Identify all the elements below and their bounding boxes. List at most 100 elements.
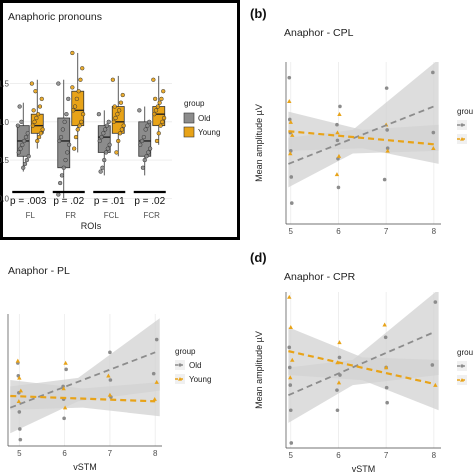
- legend-key-young-point: [460, 137, 464, 141]
- p-value-label: p = .02: [134, 196, 165, 207]
- data-point-young: [385, 148, 390, 153]
- data-point-young: [383, 365, 389, 370]
- data-point-old: [335, 388, 339, 392]
- data-point-young: [15, 358, 21, 363]
- data-point: [36, 112, 41, 117]
- data-point: [73, 134, 79, 140]
- data-point-young: [287, 98, 292, 103]
- data-point-old: [62, 416, 66, 421]
- chart-title: Anaphor - PL: [8, 265, 70, 277]
- data-point: [157, 100, 162, 105]
- data-point: [121, 123, 126, 128]
- data-point: [58, 180, 63, 186]
- data-point: [19, 119, 24, 124]
- data-point: [99, 134, 104, 140]
- confidence-band-old: [288, 292, 439, 423]
- data-point: [158, 123, 163, 128]
- data-point: [37, 104, 43, 109]
- data-point: [58, 134, 64, 140]
- fit-line-young: [288, 350, 435, 385]
- data-point: [74, 96, 79, 102]
- data-point-old: [288, 383, 293, 387]
- data-point: [21, 165, 26, 170]
- data-point: [76, 89, 81, 94]
- legend-title: grou: [457, 348, 473, 357]
- data-point: [23, 134, 29, 140]
- data-point-young: [16, 399, 22, 404]
- x-tick-label: FCR: [144, 211, 161, 220]
- data-point: [33, 89, 38, 94]
- data-point-young: [288, 119, 293, 124]
- data-point: [107, 142, 112, 147]
- x-tick-label: FCL: [104, 211, 120, 220]
- data-point-young: [334, 172, 340, 177]
- data-point: [96, 112, 101, 117]
- data-point-old: [289, 175, 294, 179]
- data-point-old: [382, 177, 387, 182]
- data-point-old: [430, 363, 435, 367]
- data-point: [64, 112, 69, 117]
- fit-line-old: [9, 351, 156, 409]
- data-point-old: [288, 149, 293, 153]
- x-tick-label: 6: [336, 227, 341, 236]
- data-point: [152, 112, 157, 117]
- data-point: [63, 157, 68, 163]
- data-point-young: [336, 153, 342, 158]
- data-point-young: [106, 373, 111, 378]
- data-point-old: [338, 104, 342, 109]
- data-point: [141, 134, 147, 140]
- data-point-young: [335, 130, 340, 135]
- data-point: [25, 131, 30, 136]
- data-point: [40, 127, 45, 132]
- data-point: [26, 154, 31, 159]
- data-point: [97, 138, 102, 144]
- x-tick-label: 5: [17, 449, 22, 458]
- x-tick-label: FR: [65, 211, 76, 220]
- data-point: [72, 146, 77, 151]
- data-point-old: [108, 378, 113, 382]
- x-tick-label: FL: [26, 211, 36, 220]
- data-point: [16, 150, 21, 155]
- data-point: [67, 142, 72, 147]
- data-point-young: [337, 112, 342, 117]
- data-point-old: [433, 300, 438, 304]
- data-point: [138, 142, 143, 147]
- legend-label-young: Young: [189, 375, 211, 384]
- data-point: [148, 146, 153, 151]
- data-point: [70, 50, 75, 56]
- fit-line-old: [288, 105, 435, 165]
- data-point: [117, 131, 123, 136]
- scatter-plot-anaphor-pl: Anaphor - PL 5 6 7 8 vSTM group Old Young: [7, 265, 211, 472]
- chart-title: Anaphor - CPR: [284, 271, 356, 283]
- panel-d: (d) Anaphor - CPR 5 6 7 8 vSTM Mean amplitude µ…: [244, 244, 474, 474]
- legend-title: grou: [457, 107, 473, 116]
- data-point: [20, 142, 25, 147]
- data-point: [15, 123, 21, 128]
- x-tick-label: 5: [289, 451, 294, 460]
- data-point-old: [289, 201, 294, 205]
- x-tick-label: 7: [384, 227, 389, 236]
- legend-key-old: [183, 112, 195, 124]
- plot-area: [287, 62, 439, 205]
- data-point: [154, 138, 160, 144]
- data-point-old: [287, 365, 292, 370]
- y-axis-title: Mean amplitude µV: [254, 331, 264, 409]
- data-point-young: [288, 325, 293, 329]
- y-tick-label: 0.5: [0, 156, 10, 165]
- data-point: [56, 81, 61, 86]
- data-point: [17, 104, 22, 109]
- data-point: [139, 138, 145, 144]
- data-point-old: [384, 86, 389, 90]
- data-point-young: [431, 146, 436, 150]
- data-point-young: [290, 357, 295, 362]
- data-point-young: [18, 388, 24, 393]
- data-point: [35, 138, 40, 144]
- data-point: [31, 108, 36, 113]
- data-point: [60, 127, 65, 132]
- scatter-plot-anaphor-cpl: (b)Anaphor - CPL5678vSTMMean amplitude µ…: [250, 6, 473, 236]
- panel-c: Anaphor - PL 5 6 7 8 vSTM group Old Young: [0, 244, 240, 474]
- fit-line-young: [10, 394, 156, 403]
- data-point: [72, 104, 78, 109]
- data-point: [114, 150, 119, 155]
- p-value-label: p = .02: [53, 196, 84, 207]
